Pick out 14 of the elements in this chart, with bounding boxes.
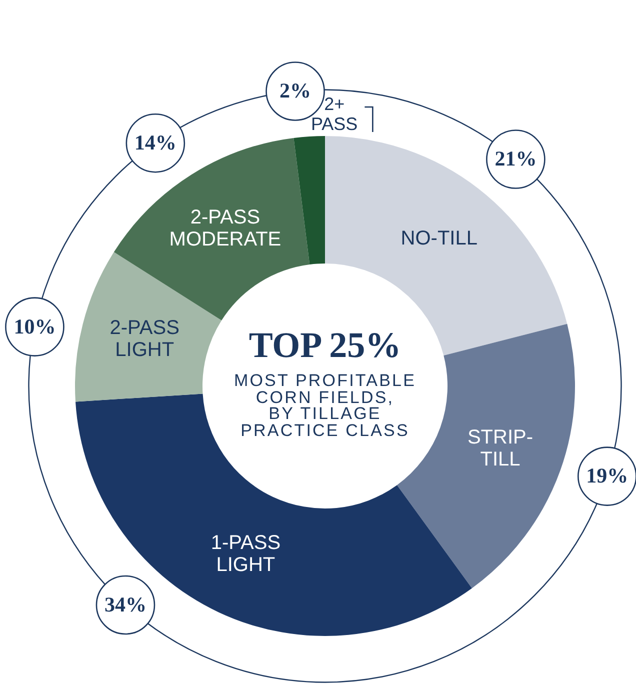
slice-label: 2-PASS MODERATE bbox=[169, 206, 282, 250]
data-label: 21% bbox=[494, 146, 537, 171]
slice-label: NO-TILL bbox=[400, 227, 478, 250]
slice-label: 1-PASS LIGHT bbox=[210, 532, 281, 576]
data-label: 2% bbox=[280, 78, 312, 103]
slice-label: STRIP-TILL bbox=[467, 426, 534, 471]
text: TOP 25% bbox=[248, 325, 402, 365]
text: MOST PROFITABLE CORN FIELDS, BY TILLAGE PRACTICE CLASS bbox=[234, 371, 416, 440]
data-label: 14% bbox=[134, 130, 176, 155]
slice-label: 2-PASS LIGHT bbox=[110, 317, 180, 362]
slice-label: 2+ PASS bbox=[311, 94, 358, 134]
data-label: 34% bbox=[104, 592, 146, 616]
data-label: 19% bbox=[586, 464, 628, 488]
data-label: 10% bbox=[14, 314, 56, 338]
